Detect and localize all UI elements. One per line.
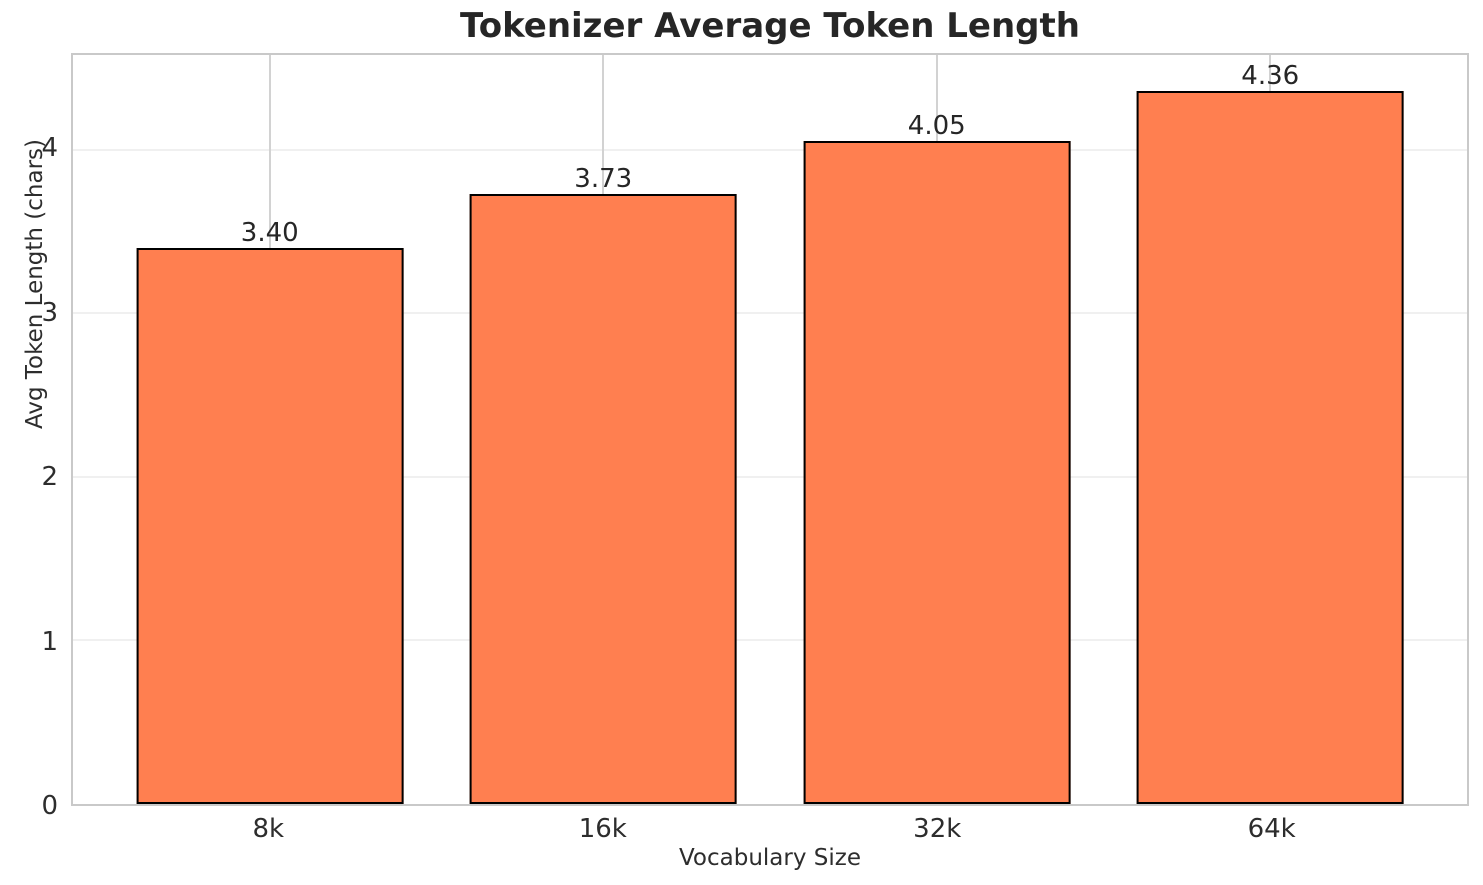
bar-value-label: 3.73 xyxy=(574,163,633,194)
x-tick-label: 32k xyxy=(913,814,962,844)
bar-16k xyxy=(469,193,737,804)
gridline-horizontal xyxy=(73,312,1467,315)
y-tick-label: 4 xyxy=(41,133,58,164)
gridline-horizontal xyxy=(73,639,1467,642)
bar-value-label: 3.40 xyxy=(240,217,299,248)
x-axis-title: Vocabulary Size xyxy=(678,845,861,871)
y-axis-title: Avg Token Length (chars) xyxy=(22,138,48,429)
gridline-horizontal xyxy=(73,148,1467,151)
bar-value-label: 4.05 xyxy=(907,111,966,142)
x-tick-label: 64k xyxy=(1247,814,1296,844)
plot-area: 3.40 3.73 4.05 4.36 xyxy=(71,53,1469,806)
y-tick-label: 1 xyxy=(41,626,58,657)
y-tick-label: 2 xyxy=(41,462,58,493)
y-tick-label: 3 xyxy=(41,297,58,328)
x-axis-ticks: 8k 16k 32k 64k xyxy=(71,816,1469,846)
bar-64k xyxy=(1136,90,1404,804)
bar-8k xyxy=(136,247,404,804)
y-axis-ticks: 0 1 2 3 4 xyxy=(0,53,58,819)
x-tick-label: 16k xyxy=(578,814,627,844)
x-tick-label: 8k xyxy=(252,814,285,844)
chart-title: Tokenizer Average Token Length xyxy=(460,6,1080,46)
bar-value-label: 4.36 xyxy=(1241,60,1300,91)
bar-32k xyxy=(803,141,1071,804)
y-tick-label: 0 xyxy=(41,791,58,821)
gridline-horizontal xyxy=(73,475,1467,478)
